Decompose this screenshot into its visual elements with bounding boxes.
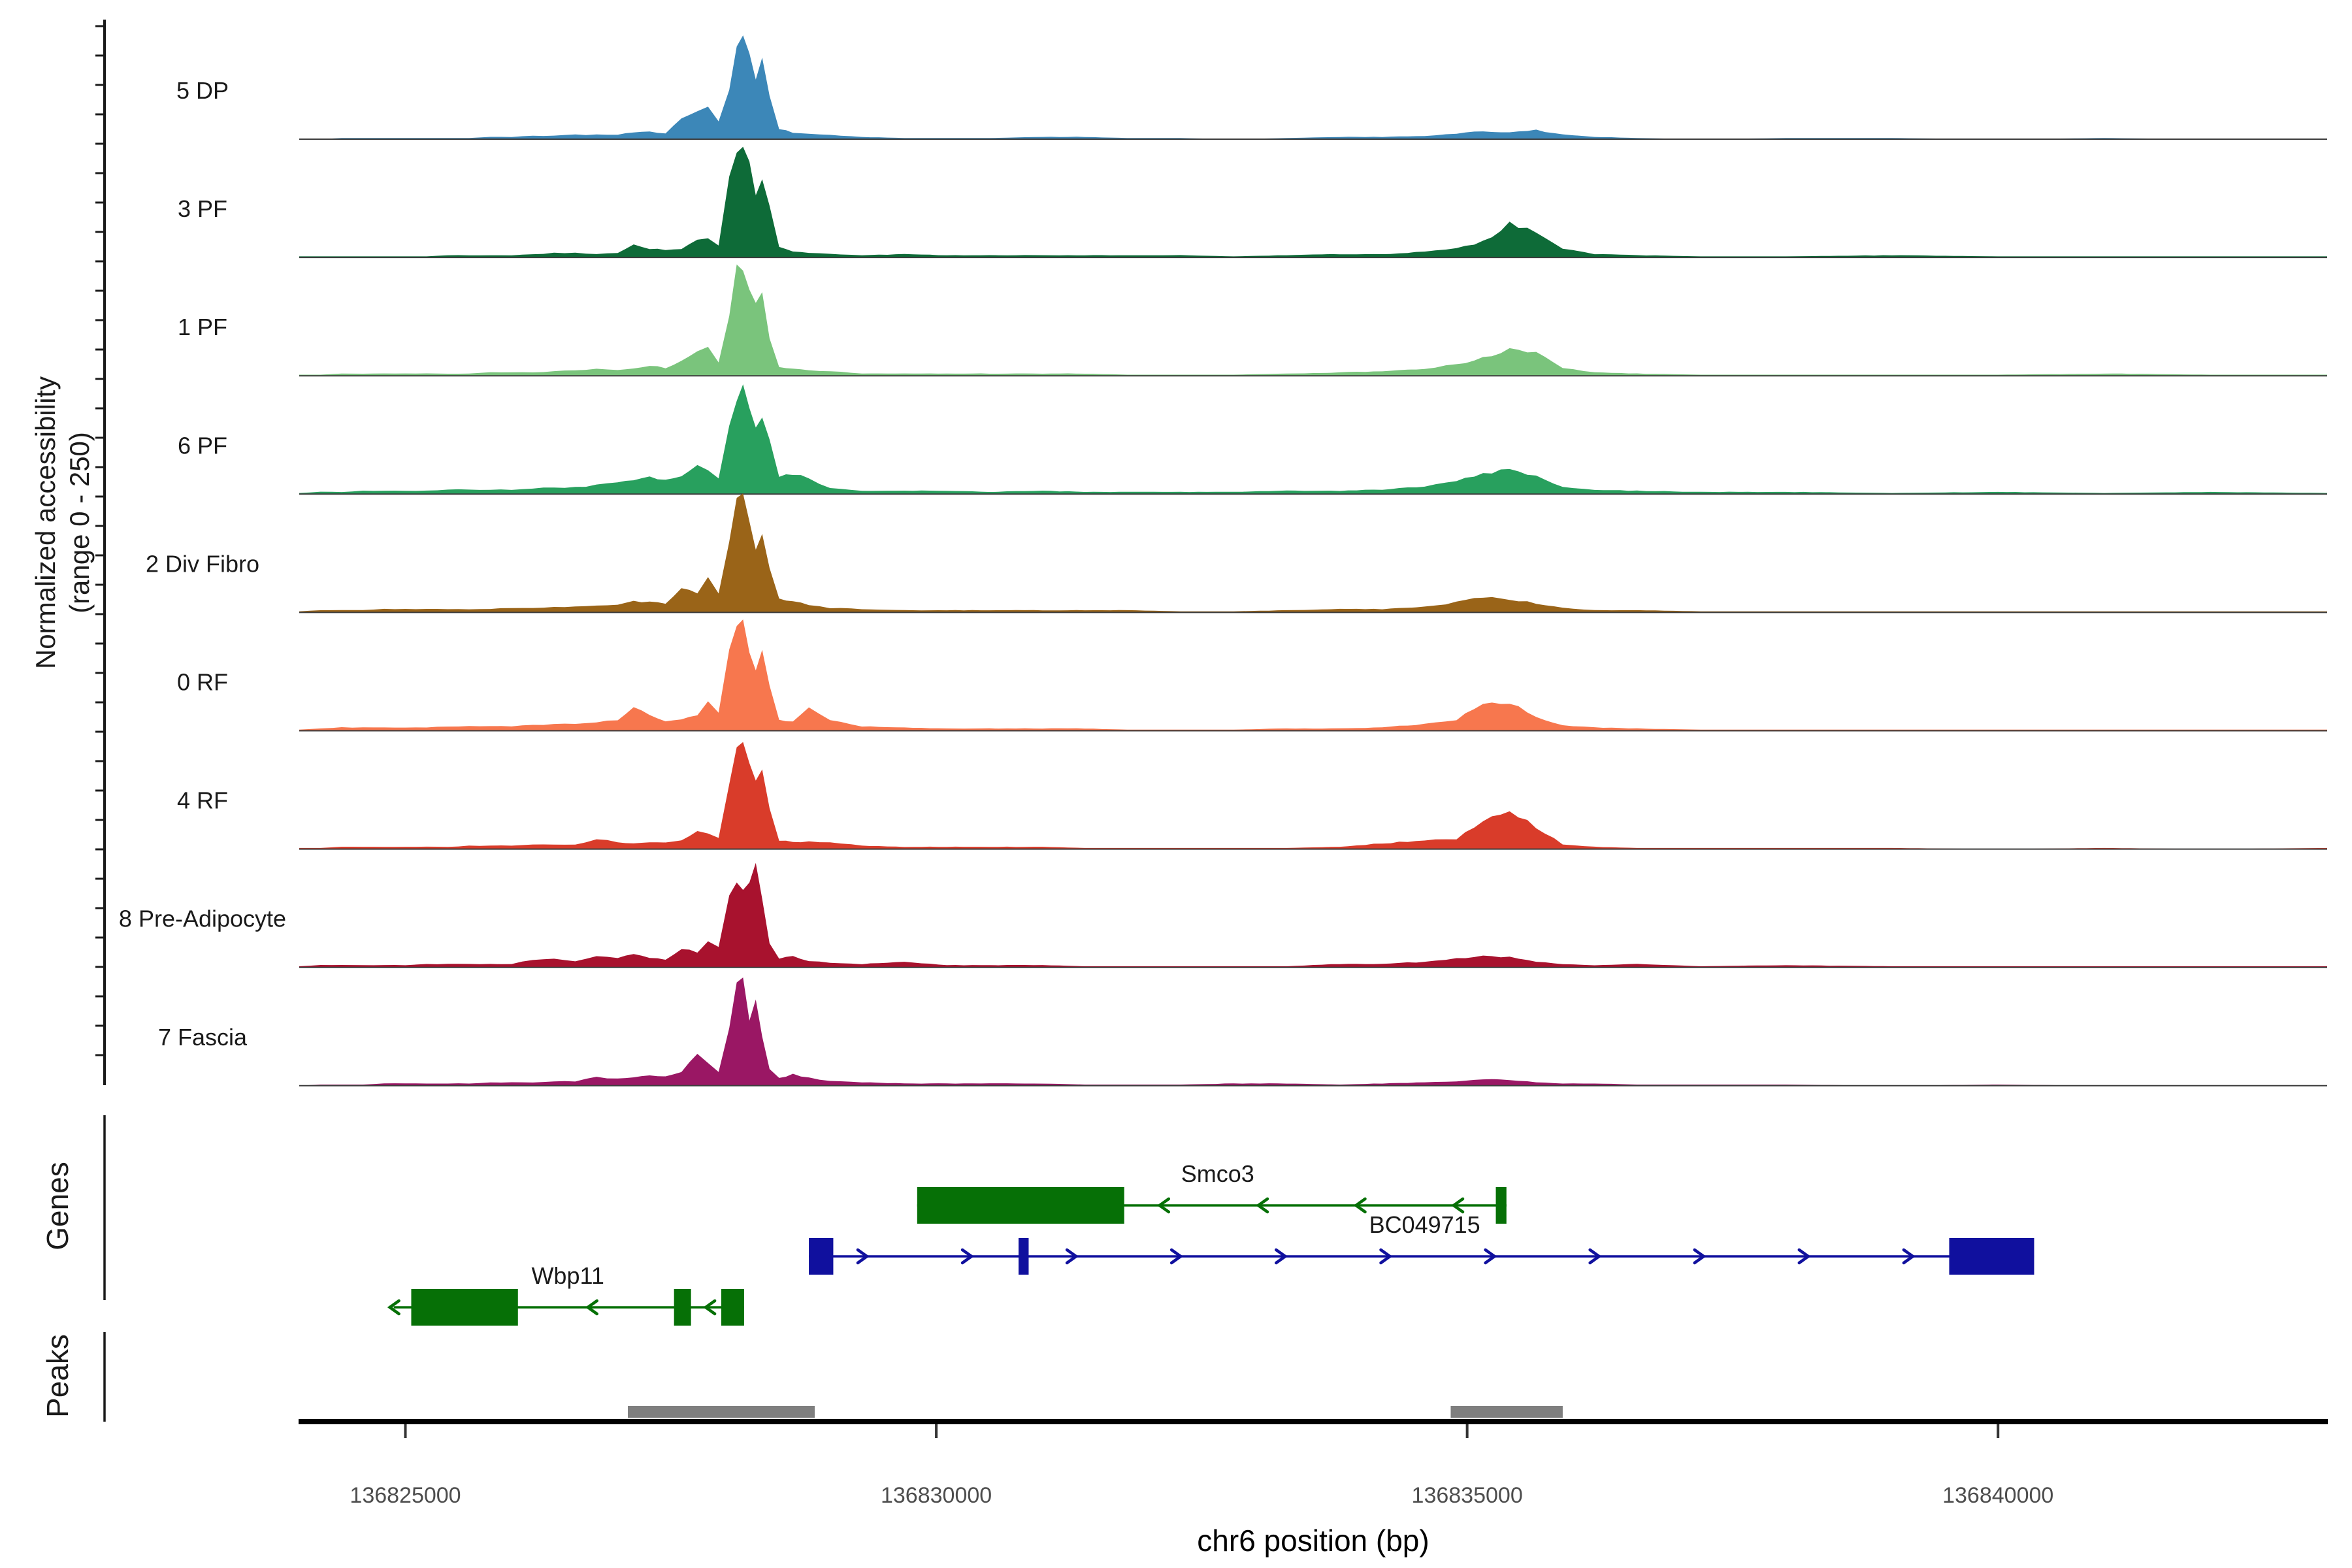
coverage-signal-1 xyxy=(299,35,2327,139)
coverage-signal-7 xyxy=(299,742,2327,849)
x-tick-label: 136840000 xyxy=(1942,1483,2053,1508)
peak-bar xyxy=(627,1406,815,1418)
gene-strand-arrow-wbp11 xyxy=(585,1299,598,1316)
y-axis-label-line1: Normalized accessibility xyxy=(30,376,61,670)
coverage-signal-8 xyxy=(299,862,2327,968)
gene-strand-arrow-smco3 xyxy=(1256,1197,1269,1214)
gene-exon-bc049715 xyxy=(1019,1238,1029,1275)
x-tick-label: 136830000 xyxy=(881,1483,992,1508)
gene-strand-arrow-bc049715 xyxy=(1065,1248,1079,1265)
gene-label-bc049715: BC049715 xyxy=(1369,1211,1480,1238)
track-label: 5 DP xyxy=(176,77,229,104)
x-tick-label: 136825000 xyxy=(350,1483,461,1508)
x-axis-title: chr6 position (bp) xyxy=(1197,1524,1429,1558)
track-label: 6 PF xyxy=(178,432,227,459)
gene-label-smco3: Smco3 xyxy=(1181,1160,1254,1187)
gene-strand-arrow-wbp11 xyxy=(387,1299,400,1316)
peak-bar xyxy=(1450,1406,1563,1418)
coverage-signal-5 xyxy=(299,493,2327,613)
gene-strand-arrow-wbp11 xyxy=(703,1299,717,1316)
x-tick-label: 136835000 xyxy=(1412,1483,1523,1508)
gene-strand-arrow-bc049715 xyxy=(1275,1248,1288,1265)
gene-exon-smco3 xyxy=(917,1187,1124,1224)
coverage-signal-3 xyxy=(299,264,2327,376)
coverage-signal-9 xyxy=(299,977,2327,1086)
y-axis-label-line2: (range 0 - 250) xyxy=(64,432,95,613)
track-label: 2 Div Fibro xyxy=(146,550,259,577)
track-label: 3 PF xyxy=(178,195,227,222)
track-label: 8 Pre-Adipocyte xyxy=(119,906,286,932)
genes-section-label: Genes xyxy=(41,1162,74,1250)
peaks-section-label: Peaks xyxy=(41,1334,74,1418)
gene-strand-arrow-bc049715 xyxy=(1484,1248,1497,1265)
track-label: 1 PF xyxy=(178,314,227,340)
gene-strand-arrow-bc049715 xyxy=(1379,1248,1393,1265)
gene-strand-arrow-smco3 xyxy=(1156,1197,1171,1214)
gene-strand-arrow-bc049715 xyxy=(1588,1248,1602,1265)
gene-strand-arrow-bc049715 xyxy=(1902,1248,1916,1265)
gene-strand-arrow-bc049715 xyxy=(1797,1248,1811,1265)
track-label: 7 Fascia xyxy=(158,1024,248,1051)
gene-strand-arrow-bc049715 xyxy=(960,1248,974,1265)
gene-exon-bc049715 xyxy=(1949,1238,2034,1275)
coverage-signal-4 xyxy=(299,384,2327,495)
gene-exon-smco3 xyxy=(1495,1187,1507,1224)
x-axis-line xyxy=(299,1419,2328,1424)
coverage-signal-6 xyxy=(299,619,2327,731)
gene-exon-wbp11 xyxy=(411,1289,518,1326)
gene-exon-bc049715 xyxy=(809,1238,834,1275)
gene-exon-wbp11 xyxy=(674,1289,691,1326)
track-label: 0 RF xyxy=(177,669,228,696)
gene-strand-arrow-bc049715 xyxy=(1693,1248,1707,1265)
gene-strand-arrow-smco3 xyxy=(1353,1197,1367,1214)
track-label: 4 RF xyxy=(177,787,228,814)
gene-strand-arrow-smco3 xyxy=(1451,1197,1465,1214)
gene-exon-wbp11 xyxy=(721,1289,744,1326)
gene-strand-arrow-bc049715 xyxy=(856,1248,870,1265)
coverage-signal-2 xyxy=(299,146,2327,258)
gene-strand-arrow-bc049715 xyxy=(1169,1248,1184,1265)
gene-label-wbp11: Wbp11 xyxy=(531,1262,604,1289)
